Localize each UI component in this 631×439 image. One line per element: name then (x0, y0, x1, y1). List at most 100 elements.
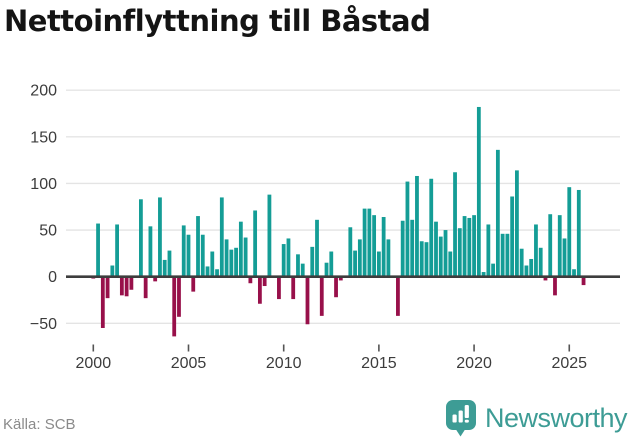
quarter-bar (315, 219, 319, 277)
quarter-bar (291, 276, 296, 300)
newsworthy-brand: Newsworthy (445, 399, 628, 437)
source-label: Källa: SCB (3, 416, 76, 433)
quarter-bar (248, 276, 253, 284)
quarter-bar (215, 269, 219, 277)
quarter-bar (500, 233, 505, 277)
quarter-bar (186, 234, 191, 277)
quarter-bar (486, 224, 491, 277)
y-tick-label: 150 (30, 129, 57, 146)
quarter-bar (467, 217, 472, 277)
quarter-bar (281, 244, 286, 277)
quarter-bar (324, 262, 329, 277)
quarter-bar (119, 276, 124, 296)
x-tick-label: 2020 (456, 355, 492, 372)
quarter-bar (448, 251, 453, 277)
quarter-bar (96, 223, 100, 277)
x-tick-label: 2010 (266, 355, 302, 372)
quarter-bar (234, 247, 238, 277)
quarter-bar (491, 263, 496, 277)
quarter-bar (143, 276, 148, 299)
quarter-bar (296, 254, 300, 277)
quarter-bar (524, 265, 529, 277)
quarter-bar (139, 199, 143, 277)
quarter-bar (476, 106, 481, 277)
quarter-bar (572, 269, 576, 277)
newsworthy-wordmark: Newsworthy (484, 402, 628, 433)
quarter-bar (543, 276, 548, 281)
quarter-bar (424, 242, 429, 277)
quarter-bar (338, 276, 343, 281)
y-tick-label: 200 (30, 83, 57, 100)
quarter-bar (124, 276, 129, 297)
quarter-bar (567, 187, 572, 277)
quarter-bar (181, 225, 186, 277)
x-tick-label: 2005 (171, 355, 207, 372)
quarter-bar (376, 251, 381, 277)
quarter-bar (534, 224, 538, 277)
quarter-bar (548, 214, 553, 277)
bar-chart-canvas: 200 150 100 50 0 −50 2000 2005 2010 2015 2020 2025 (30, 83, 620, 372)
quarter-bar (457, 228, 462, 277)
quarter-bar (348, 227, 353, 277)
quarter-bar (172, 276, 177, 337)
quarter-bar (243, 237, 248, 277)
quarter-bar (429, 178, 434, 277)
quarter-bar (362, 208, 367, 277)
quarter-bar (576, 189, 581, 277)
quarter-bar (158, 197, 162, 277)
quarter-bar (162, 259, 167, 277)
quarter-bar (357, 239, 362, 277)
quarter-bar (405, 181, 410, 277)
x-tick-label: 2015 (361, 355, 397, 372)
quarter-bar (305, 276, 310, 325)
y-tick-label: 0 (48, 269, 57, 286)
quarter-bar (415, 175, 419, 277)
quarter-bar (200, 234, 205, 277)
quarter-bar (529, 258, 534, 277)
quarter-bar (462, 216, 467, 277)
quarter-bar (481, 272, 486, 277)
quarter-bar (495, 149, 500, 277)
quarter-bar (386, 239, 391, 277)
quarter-bar (334, 276, 338, 298)
quarter-bar (372, 215, 377, 277)
quarter-bar (267, 194, 272, 277)
quarter-bar (191, 276, 196, 292)
quarter-bar (153, 276, 158, 282)
quarter-bar (277, 276, 281, 300)
quarter-bar (396, 276, 400, 316)
quarter-bar (553, 276, 557, 296)
newsworthy-logo-icon (445, 400, 476, 437)
quarter-bar (434, 221, 438, 277)
quarter-bar (557, 215, 562, 277)
quarter-bar (410, 219, 415, 277)
quarter-bar (129, 276, 134, 290)
quarter-bar (310, 246, 315, 277)
quarter-bar (219, 197, 224, 277)
quarter-bar (419, 241, 424, 277)
quarter-bar (443, 230, 448, 277)
quarter-bar (262, 276, 267, 287)
quarter-bar (510, 196, 515, 277)
quarter-bar (148, 226, 153, 277)
y-tick-label: −50 (30, 316, 57, 333)
quarter-bar (329, 251, 334, 277)
quarter-bar (253, 210, 258, 277)
quarter-bar (257, 276, 262, 304)
quarter-bar (105, 276, 110, 299)
quarter-bar (210, 251, 215, 277)
quarter-bar (110, 265, 115, 277)
quarter-bar (381, 217, 386, 277)
quarter-bar (353, 250, 357, 277)
quarter-bar (300, 263, 305, 277)
quarter-bar (286, 238, 291, 277)
quarter-bar (472, 215, 476, 277)
y-tick-label: 100 (30, 176, 57, 193)
quarter-bar (538, 247, 543, 277)
quarter-bar (581, 276, 586, 286)
quarter-bar (367, 208, 372, 277)
quarter-bar (224, 239, 229, 277)
quarter-bar (196, 216, 200, 277)
quarter-bar (515, 170, 519, 277)
quarter-bar (319, 276, 324, 316)
